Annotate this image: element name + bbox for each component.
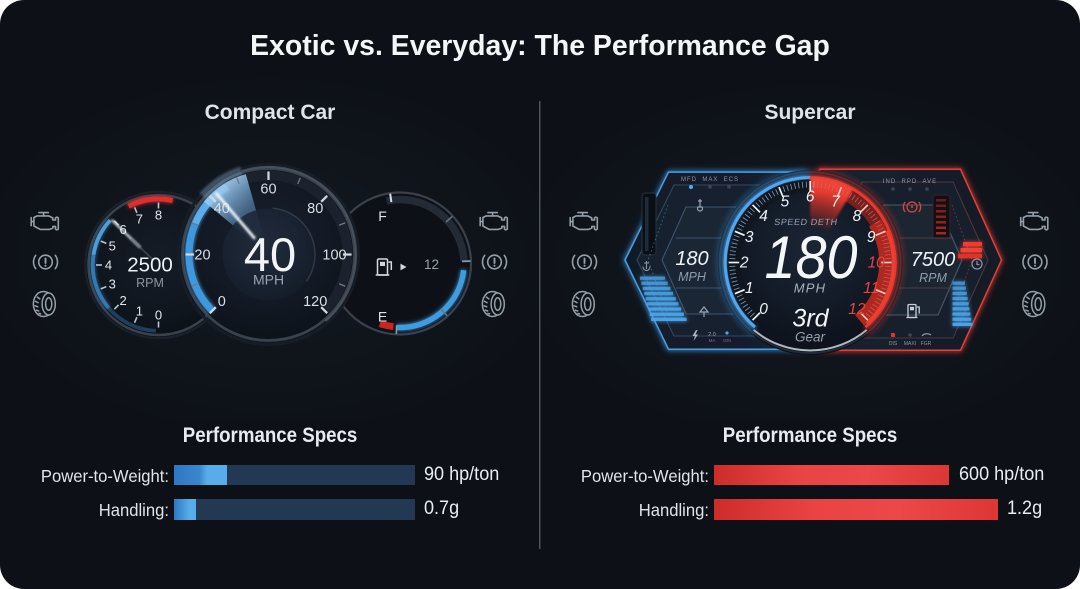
svg-text:3: 3 [745, 229, 754, 246]
svg-text:MPH: MPH [794, 281, 827, 296]
svg-text:2.0: 2.0 [708, 332, 716, 338]
svg-text:80: 80 [307, 201, 323, 217]
svg-text:5: 5 [781, 194, 790, 211]
svg-text:MA: MA [709, 338, 716, 343]
svg-text:11: 11 [863, 280, 879, 297]
svg-text:5: 5 [109, 238, 116, 253]
svg-text:7: 7 [136, 211, 143, 226]
svg-text:MPH: MPH [253, 272, 284, 288]
svg-text:7500: 7500 [911, 249, 956, 271]
svg-text:8: 8 [853, 208, 862, 225]
svg-text:2500: 2500 [127, 254, 173, 277]
svg-text:120: 120 [303, 294, 327, 310]
svg-text:DIS: DIS [889, 341, 898, 347]
svg-text:4: 4 [759, 208, 768, 225]
svg-text:3rd: 3rd [792, 305, 829, 333]
svg-text:SPEED DETH: SPEED DETH [774, 217, 839, 227]
svg-text:MFD MAX ECS: MFD MAX ECS [681, 177, 739, 183]
svg-text:4: 4 [105, 258, 112, 273]
svg-text:F: F [378, 208, 387, 224]
svg-text:40: 40 [244, 228, 296, 281]
svg-text:7: 7 [831, 194, 841, 211]
svg-text:12: 12 [424, 257, 439, 272]
svg-text:40: 40 [214, 201, 230, 217]
svg-text:3: 3 [109, 277, 116, 292]
svg-text:12: 12 [848, 301, 866, 318]
svg-text:10: 10 [868, 255, 886, 272]
svg-text:GRI: GRI [723, 338, 731, 343]
svg-text:0: 0 [759, 301, 768, 318]
svg-text:180: 180 [675, 248, 708, 270]
svg-text:180: 180 [764, 225, 857, 291]
svg-text:MPH: MPH [678, 270, 707, 284]
svg-text:20: 20 [194, 248, 210, 264]
svg-text:60: 60 [260, 182, 276, 198]
svg-text:FGR: FGR [921, 341, 932, 347]
svg-text:1: 1 [136, 304, 143, 319]
svg-text:1: 1 [745, 280, 754, 297]
svg-text:Gear: Gear [795, 330, 826, 345]
svg-text:8: 8 [155, 208, 162, 223]
svg-text:RPM: RPM [919, 271, 947, 285]
svg-text:0: 0 [155, 308, 162, 323]
svg-text:IND RPD AVE: IND RPD AVE [883, 179, 937, 185]
svg-text:6: 6 [806, 189, 815, 206]
svg-text:RPM: RPM [136, 276, 164, 290]
svg-text:E: E [378, 309, 387, 325]
svg-text:2: 2 [119, 293, 126, 308]
svg-text:2: 2 [739, 255, 749, 272]
svg-text:0: 0 [218, 294, 226, 310]
svg-text:MAXI: MAXI [904, 341, 916, 347]
svg-text:9: 9 [867, 229, 876, 246]
svg-text:100: 100 [322, 248, 346, 264]
